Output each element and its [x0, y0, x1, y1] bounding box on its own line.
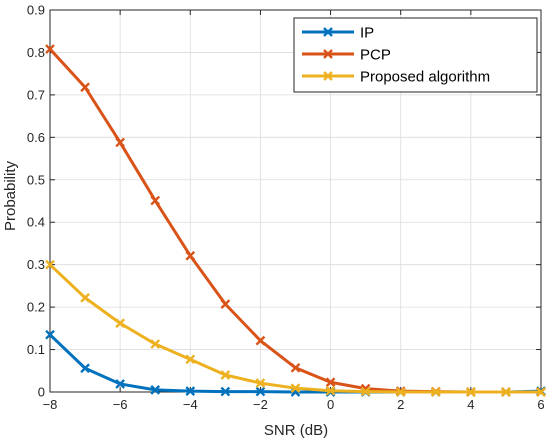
y-tick-label: 0: [38, 385, 45, 400]
data-point-pcp: [220, 299, 231, 309]
x-tick-label: −8: [43, 397, 58, 412]
y-tick-label: 0.8: [27, 45, 45, 60]
data-point-proposed-algorithm: [325, 385, 336, 396]
data-point-pcp: [45, 44, 55, 54]
x-tick-label: −6: [113, 397, 128, 412]
data-point-proposed-algorithm: [466, 387, 476, 397]
data-point-proposed-algorithm: [395, 387, 406, 397]
legend-marker: [323, 71, 333, 81]
data-point-proposed-algorithm: [255, 378, 266, 388]
y-tick-label: 0.5: [27, 172, 45, 187]
data-point-proposed-algorithm: [501, 387, 511, 397]
legend-label: IP: [360, 25, 374, 42]
data-point-proposed-algorithm: [45, 259, 55, 270]
series-layer: [45, 44, 546, 397]
x-tick-labels: −8 −6 −4 −2 0 2 4 6: [43, 397, 545, 412]
y-tick-label: 0.7: [27, 87, 45, 102]
data-point-proposed-algorithm: [185, 354, 196, 365]
series-proposed-algorithm: [45, 259, 546, 397]
data-point-proposed-algorithm: [290, 383, 301, 394]
data-point-proposed-algorithm: [115, 318, 125, 329]
data-point-ip: [220, 386, 231, 397]
legend-item-ip: IP: [302, 25, 374, 42]
data-point-pcp: [255, 335, 266, 346]
data-point-pcp: [325, 377, 336, 388]
x-tick-label: −2: [253, 397, 268, 412]
y-tick-labels: 0 0.1 0.2 0.3 0.4 0.5 0.6 0.7 0.8 0.9: [27, 3, 45, 400]
legend-label: Proposed algorithm: [360, 69, 490, 86]
data-point-ip: [80, 363, 90, 374]
data-point-pcp: [185, 250, 196, 261]
legend: IP PCP Proposed algorithm: [293, 17, 538, 93]
data-point-proposed-algorithm: [80, 292, 90, 303]
y-tick-label: 0.2: [27, 300, 45, 315]
x-tick-label: 4: [467, 397, 474, 412]
data-point-ip: [150, 385, 161, 395]
y-axis-label: Probability: [2, 160, 19, 231]
data-point-ip: [185, 386, 196, 396]
data-point-proposed-algorithm: [430, 387, 441, 397]
legend-item-proposed-algorithm: Proposed algorithm: [302, 69, 490, 86]
data-point-proposed-algorithm: [150, 339, 161, 349]
data-point-pcp: [115, 137, 125, 148]
data-point-proposed-algorithm: [360, 386, 371, 397]
data-point-proposed-algorithm: [536, 387, 546, 397]
legend-marker: [323, 27, 333, 37]
legend-item-pcp: PCP: [302, 47, 391, 64]
x-tick-label: −4: [183, 397, 198, 412]
y-tick-label: 0.4: [27, 215, 45, 230]
data-point-pcp: [150, 195, 161, 206]
data-point-pcp: [290, 362, 301, 373]
data-point-pcp: [80, 82, 90, 93]
y-tick-label: 0.9: [27, 3, 45, 18]
data-point-ip: [45, 329, 55, 340]
y-tick-label: 0.6: [27, 130, 45, 145]
legend-label: PCP: [360, 47, 391, 64]
data-point-ip: [115, 379, 125, 389]
y-tick-label: 0.3: [27, 257, 45, 272]
legend-marker: [323, 49, 333, 59]
x-axis-label: SNR (dB): [264, 422, 328, 439]
x-tick-label: 2: [397, 397, 404, 412]
data-point-ip: [255, 386, 266, 397]
data-point-proposed-algorithm: [220, 370, 231, 380]
x-tick-label: 0: [327, 397, 334, 412]
x-tick-label: 6: [537, 397, 544, 412]
y-tick-label: 0.1: [27, 342, 45, 357]
